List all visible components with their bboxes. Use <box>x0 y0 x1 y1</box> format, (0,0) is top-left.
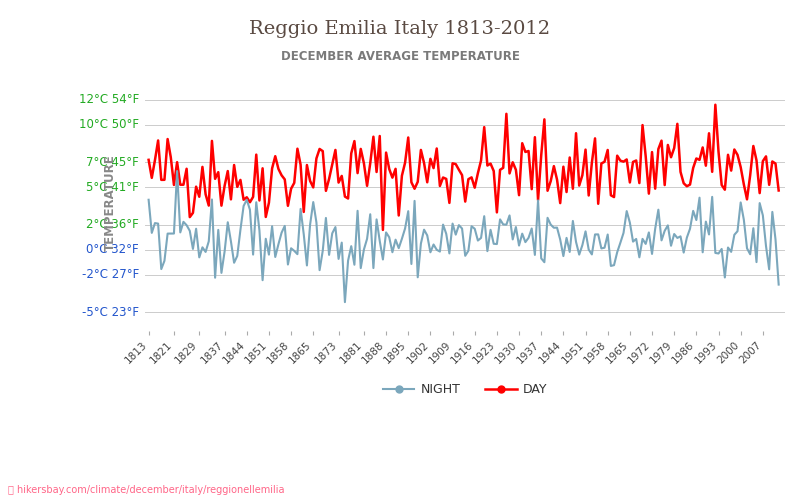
Text: TEMPERATURE: TEMPERATURE <box>104 154 117 251</box>
Text: Reggio Emilia Italy 1813-2012: Reggio Emilia Italy 1813-2012 <box>250 20 550 38</box>
Text: DECEMBER AVERAGE TEMPERATURE: DECEMBER AVERAGE TEMPERATURE <box>281 50 519 63</box>
Text: 12°C 54°F: 12°C 54°F <box>79 94 139 106</box>
Text: 0°C 32°F: 0°C 32°F <box>86 243 139 256</box>
Text: 5°C 41°F: 5°C 41°F <box>86 181 139 194</box>
Text: 2°C 36°F: 2°C 36°F <box>86 218 139 231</box>
Text: 7°C 45°F: 7°C 45°F <box>86 156 139 169</box>
Text: -5°C 23°F: -5°C 23°F <box>82 306 139 318</box>
Text: -2°C 27°F: -2°C 27°F <box>82 268 139 281</box>
Text: 🔶 hikersbay.com/climate/december/italy/reggionellemilia: 🔶 hikersbay.com/climate/december/italy/r… <box>8 485 285 495</box>
Legend: NIGHT, DAY: NIGHT, DAY <box>378 378 553 401</box>
Text: 10°C 50°F: 10°C 50°F <box>79 118 139 132</box>
